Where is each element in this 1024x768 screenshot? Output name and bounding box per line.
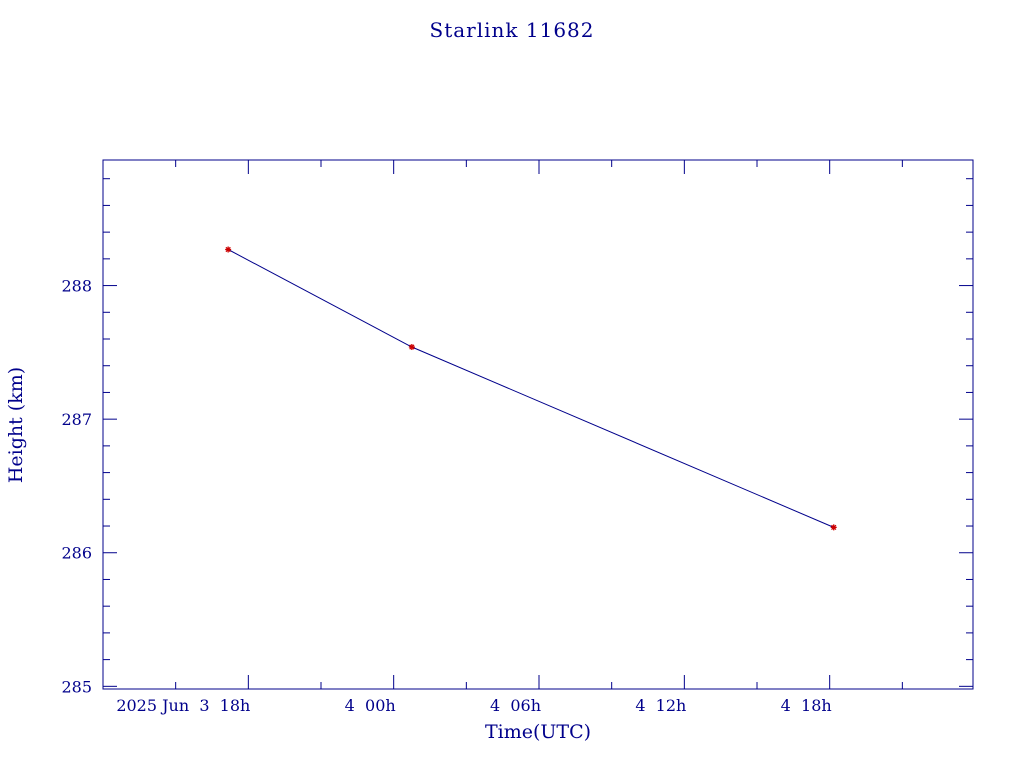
series-layer (225, 246, 837, 531)
x-tick-label: 4 18h (781, 696, 832, 715)
y-tick-label: 285 (61, 677, 92, 696)
chart-title: Starlink 11682 (430, 18, 595, 42)
x-tick-label: 4 12h (635, 696, 686, 715)
y-axis-label: Height (km) (5, 367, 27, 483)
series-line (227, 249, 834, 528)
y-tick-labels: 285 286 287 288 (61, 277, 92, 697)
data-point-marker (408, 344, 415, 351)
data-point-marker (225, 246, 232, 253)
plot-frame (102, 159, 974, 690)
x-axis-label: Time(UTC) (485, 721, 591, 743)
y-tick-label: 286 (61, 544, 92, 563)
x-tick-labels: 2025 Jun 3 18h 4 00h 4 06h 4 12h 4 18h (116, 696, 831, 715)
x-tick-label: 2025 Jun 3 18h (116, 696, 250, 715)
x-tick-label: 4 06h (490, 696, 541, 715)
x-tick-label: 4 00h (345, 696, 396, 715)
axis-ticks (102, 160, 973, 689)
y-tick-label: 288 (61, 277, 92, 296)
data-point-marker (830, 524, 837, 531)
y-tick-label: 287 (61, 410, 92, 429)
